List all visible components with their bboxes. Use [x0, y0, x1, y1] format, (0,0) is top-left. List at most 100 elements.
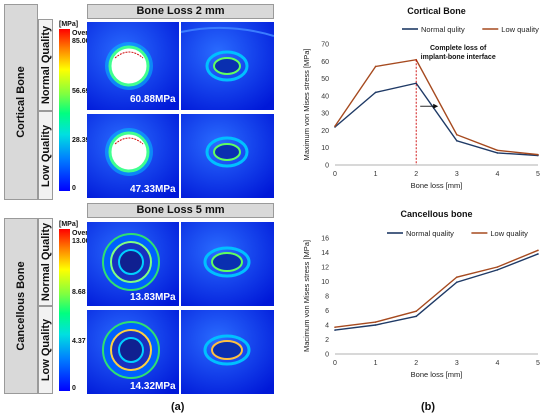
chart2-xtick-1: 1	[374, 360, 378, 367]
cancellous-tick-low: 4.37	[72, 338, 86, 345]
fea-panel-cancellous-low	[87, 310, 274, 394]
chart2-ytick-2: 4	[325, 323, 329, 330]
cancellous-tick-max: 13.00	[72, 238, 90, 245]
cancellous-header: Bone Loss 5 mm	[87, 203, 274, 218]
chart2-ylabel: Macimum von Mises stress [MPa]	[302, 240, 311, 352]
chart2-series-1-point-2	[415, 310, 417, 313]
caption-b: (b)	[421, 401, 436, 413]
cortical-unit: [MPa]	[59, 21, 79, 28]
chart1-ytick-6: 60	[321, 59, 329, 66]
stress-value-cancellous-low: 14.32MPa	[130, 381, 176, 392]
chart-cortical: Cortical Bone 0 10 20 30 40 50 60 70 0 1 2 3 4 5 Bone l…	[302, 6, 540, 190]
chart2-xtick-2: 2	[414, 360, 418, 367]
chart1-xlabel: Bone loss [mm]	[411, 181, 463, 190]
chart1-xtick-5: 5	[536, 171, 540, 178]
chart1-ytick-4: 40	[321, 93, 329, 100]
cancellous-tick-over: Over	[72, 230, 88, 237]
chart1-annotation-text-1: Complete loss of	[430, 45, 487, 52]
chart2-series-1-point-3	[456, 276, 458, 278]
chart1-ytick-7: 70	[321, 42, 329, 49]
stress-value-cortical-normal: 60.88MPa	[130, 94, 176, 105]
row-label-cortical-normal-text: Normal Quality	[39, 25, 52, 105]
chart2-xtick-4: 4	[495, 360, 499, 367]
chart1-legend-label-1: Low quality	[501, 25, 539, 34]
chart2-xtick-0: 0	[333, 360, 337, 367]
group-label-cancellous-text: Cancellous Bone	[15, 261, 27, 351]
chart2-ytick-8: 16	[321, 236, 329, 243]
chart2-ytick-5: 10	[321, 279, 329, 286]
chart2-series-1-point-0	[334, 326, 336, 328]
chart2-series-1-point-4	[496, 266, 499, 268]
chart2-xtick-5: 5	[536, 360, 540, 367]
chart2-ytick-3: 6	[325, 308, 329, 315]
chart2-series-1-line	[334, 249, 539, 328]
chart1-series-1-point-1	[374, 65, 377, 68]
fea-panel-cortical-low	[87, 114, 274, 198]
cancellous-tick-zero: 0	[72, 385, 76, 392]
chart1-xtick-3: 3	[455, 171, 459, 178]
stress-value-cortical-low: 47.33MPa	[130, 184, 176, 195]
chart1-ytick-2: 20	[321, 128, 329, 135]
chart1-series-1-point-4	[496, 149, 499, 152]
chart1-xtick-1: 1	[374, 171, 378, 178]
chart1-ytick-5: 50	[321, 76, 329, 83]
row-label-cancellous-normal: Normal Quality	[38, 218, 53, 306]
chart1-series-1-point-0	[334, 125, 336, 127]
chart2-ytick-7: 14	[321, 250, 329, 257]
chart2-legend-label-0: Normal quality	[406, 229, 454, 238]
group-label-cancellous: Cancellous Bone	[4, 218, 38, 394]
cortical-tick-max: 85.00	[72, 38, 90, 45]
chart2-ytick-4: 8	[325, 294, 329, 301]
cortical-tick-over: Over	[72, 30, 88, 37]
chart1-series-0-line	[334, 82, 539, 157]
chart1-ytick-1: 10	[321, 145, 329, 152]
chart2-series-0-point-5	[537, 253, 539, 255]
chart2-ytick-0: 0	[325, 352, 329, 359]
row-label-cortical-normal: Normal Quality	[38, 19, 53, 111]
chart2-xtick-3: 3	[455, 360, 459, 367]
cortical-tick-zero: 0	[72, 185, 76, 192]
chart1-ylabel: Maximum von Mises stress [MPa]	[302, 48, 311, 160]
fea-panel-cortical-normal	[87, 22, 274, 110]
row-label-cortical-low-text: Low Quality	[39, 124, 52, 187]
cortical-colorbar	[59, 29, 70, 191]
cancellous-tick-mid: 8.68	[72, 289, 86, 296]
chart1-series-1-line	[334, 58, 539, 156]
chart1-series-0-point-2	[415, 82, 417, 85]
chart2-series-0-point-1	[374, 324, 377, 326]
group-label-cortical: Cortical Bone	[4, 4, 38, 200]
chart1-series-0-point-3	[456, 140, 458, 142]
chart2-series-0-point-2	[415, 315, 417, 318]
fea-panel-cancellous-normal	[87, 222, 274, 306]
chart2-series-1-point-5	[537, 249, 539, 252]
chart1-xtick-0: 0	[333, 171, 337, 178]
chart1-xtick-4: 4	[495, 171, 499, 178]
row-label-cancellous-low: Low Quality	[38, 306, 53, 394]
chart2-series-1-point-1	[374, 321, 377, 323]
group-label-cortical-text: Cortical Bone	[15, 66, 27, 138]
chart2-xlabel: Bone loss [mm]	[411, 370, 463, 379]
chart2-title: Cancellous bone	[400, 209, 472, 219]
chart2-series-0-point-4	[496, 269, 499, 271]
row-label-cancellous-low-text: Low Quality	[39, 318, 52, 382]
chart2-legend-label-1: Low quality	[490, 229, 528, 238]
chart1-annotation-text-2: implant-bone interface	[421, 54, 496, 61]
cortical-tick-mid: 56.69	[72, 88, 90, 95]
chart1-ytick-3: 30	[321, 111, 329, 118]
cancellous-colorbar	[59, 229, 70, 391]
caption-a: (a)	[171, 401, 185, 413]
row-label-cancellous-normal-text: Normal Quality	[39, 222, 52, 302]
chart2-series-0-point-0	[334, 329, 336, 331]
cancellous-unit: [MPa]	[59, 221, 79, 228]
chart1-annotation-arrowhead	[433, 103, 439, 109]
chart2-ytick-1: 2	[325, 337, 329, 344]
chart1-series-0-point-1	[374, 91, 377, 94]
chart1-series-1-point-5	[537, 153, 539, 156]
chart1-xtick-2: 2	[414, 171, 418, 178]
chart2-ytick-6: 12	[321, 265, 329, 272]
chart1-series-0-point-4	[496, 152, 499, 154]
chart1-series-1-point-3	[456, 133, 458, 136]
cortical-header: Bone Loss 2 mm	[87, 4, 274, 19]
chart1-title: Cortical Bone	[407, 6, 466, 16]
